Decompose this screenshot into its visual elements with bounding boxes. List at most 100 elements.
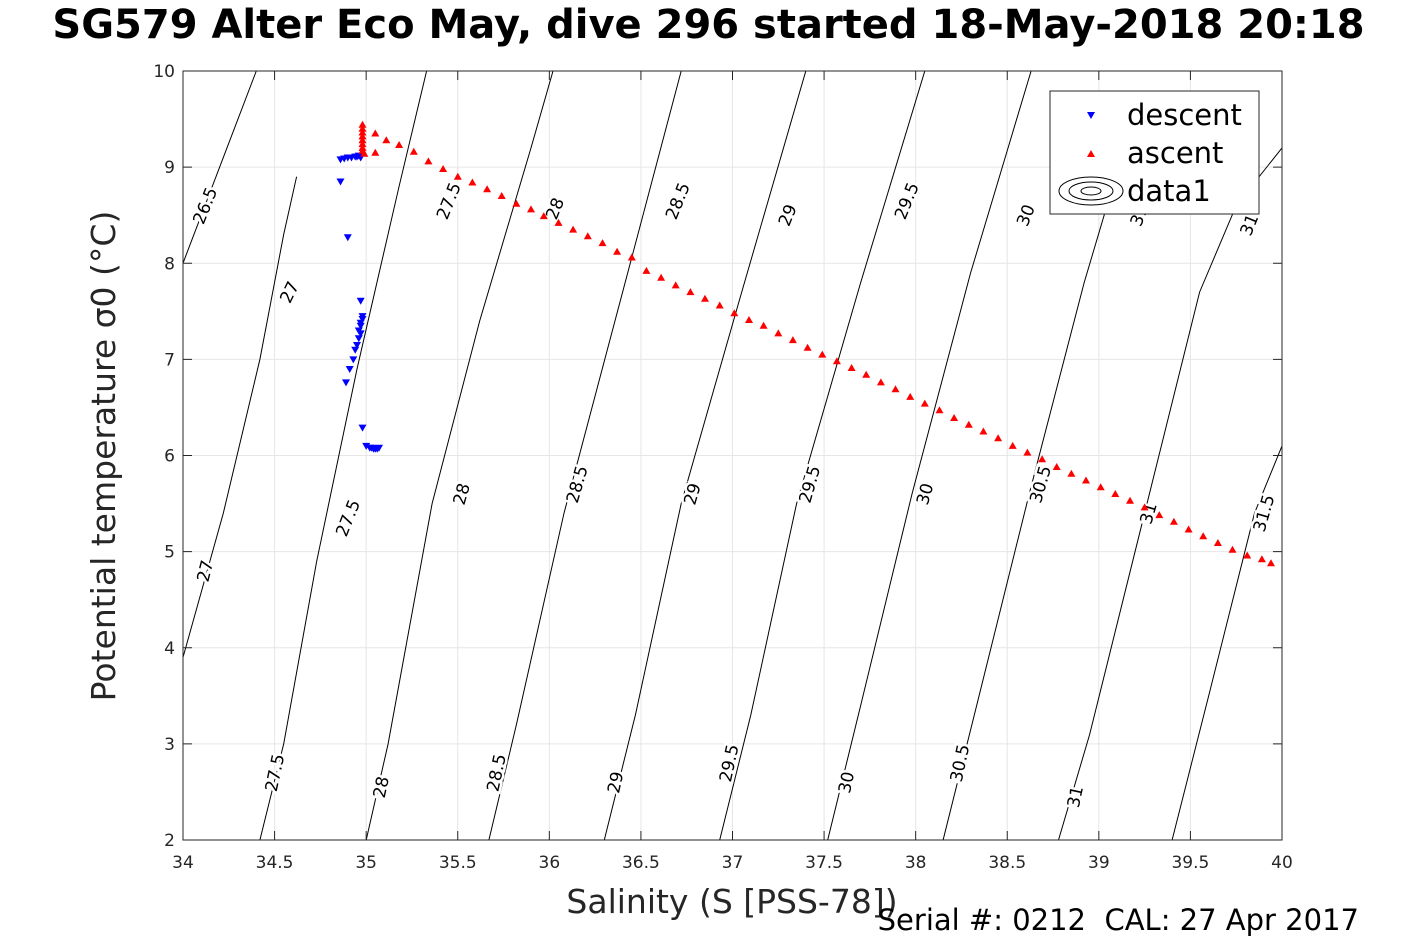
y-axis-label: Potential temperature σ0 (°C) [84, 211, 123, 702]
data-point-descent [375, 444, 383, 452]
data-point-ascent [358, 128, 367, 136]
x-axis-ticks: 34 34.5 35 35.5 36 36.5 37 37.5 38 38.5 39 39.5 40 [172, 71, 1293, 873]
contour-line-29 [603, 71, 807, 840]
legend-label-data1: data1 [1127, 174, 1211, 208]
y-tick-label: 6 [164, 447, 175, 467]
data-point-ascent [920, 399, 929, 407]
legend-label-ascent: ascent [1127, 136, 1223, 170]
y-tick-label: 8 [164, 254, 175, 274]
x-tick-label: 39 [1088, 853, 1110, 873]
data-point-ascent [964, 420, 973, 428]
x-tick-label: 37 [722, 853, 744, 873]
y-tick-label: 7 [164, 350, 175, 370]
data-point-descent [351, 346, 360, 354]
y-tick-label: 4 [164, 639, 175, 659]
data-point-ascent [358, 132, 367, 140]
data-point-ascent [715, 301, 724, 309]
footer-serial-cal: Serial #: 0212 CAL: 27 Apr 2017 [877, 903, 1359, 937]
contour-line-30 [827, 71, 1032, 840]
data-point-ascent [979, 427, 988, 435]
data-point-ascent [1023, 448, 1032, 456]
contour-line-27-5 [259, 71, 428, 840]
data-point-ascent [627, 253, 636, 261]
data-point-descent [343, 234, 352, 242]
legend: descent ascent data1 [1049, 90, 1260, 215]
y-tick-label: 9 [164, 158, 175, 178]
data-point-ascent [950, 414, 959, 421]
contour-line-30-5 [942, 109, 1136, 840]
legend-box [1049, 90, 1260, 215]
data-point-ascent [1096, 483, 1105, 491]
x-tick-label: 35 [355, 853, 377, 873]
contour-line-31-5 [1171, 445, 1282, 840]
data-point-ascent [382, 136, 391, 144]
legend-marker-descent [1087, 112, 1095, 119]
contour-line-28 [365, 71, 554, 840]
data-point-ascent [1126, 496, 1134, 504]
data-point-ascent [1228, 545, 1237, 553]
data-point-descent [356, 297, 365, 305]
x-tick-label: 38.5 [988, 853, 1026, 873]
data-point-ascent [788, 336, 797, 344]
y-tick-label: 5 [164, 543, 175, 563]
x-tick-label: 36 [539, 853, 561, 873]
data-point-ascent [439, 165, 448, 172]
y-axis-ticks: 2 3 4 5 6 7 8 9 10 [153, 62, 1282, 851]
data-point-ascent [409, 147, 418, 155]
data-point-ascent [1184, 525, 1193, 533]
data-point-descent [362, 442, 371, 450]
data-point-ascent [1082, 476, 1090, 484]
data-point-descent [336, 178, 345, 186]
data-point-ascent [583, 232, 592, 240]
data-point-ascent [512, 199, 521, 207]
data-point-ascent [803, 343, 812, 351]
contour-line-27 [183, 176, 298, 658]
data-point-ascent [613, 247, 622, 255]
x-tick-label: 40 [1271, 853, 1293, 873]
x-tick-label: 34.5 [256, 853, 294, 873]
data-point-ascent [657, 273, 666, 281]
legend-marker-ascent [1087, 150, 1095, 157]
data-point-ascent [862, 370, 871, 378]
data-point-descent [358, 424, 367, 432]
series-ascent [358, 120, 1275, 567]
data-point-ascent [642, 266, 651, 274]
data-point-ascent [539, 212, 548, 220]
data-point-ascent [847, 364, 856, 371]
data-point-ascent [994, 434, 1003, 442]
data-point-ascent [1169, 517, 1178, 525]
data-point-descent [353, 342, 361, 349]
data-point-ascent [876, 378, 885, 386]
data-point-ascent [906, 392, 915, 400]
data-point-ascent [1267, 559, 1275, 567]
data-point-ascent [358, 124, 367, 132]
data-point-ascent [483, 185, 492, 193]
grid-lines [183, 71, 1282, 840]
contour-line-29-5 [719, 71, 926, 840]
x-tick-label: 38 [905, 853, 927, 873]
legend-label-descent: descent [1127, 98, 1242, 132]
x-axis-label: Salinity (S [PSS-78]) [566, 882, 897, 921]
data-point-ascent [598, 239, 607, 247]
legend-marker-contour-icon [1058, 176, 1124, 206]
data-point-ascent [1155, 511, 1164, 519]
data-point-ascent [891, 385, 900, 393]
data-point-ascent [1052, 463, 1061, 470]
data-point-ascent [686, 288, 695, 296]
data-point-ascent [1257, 555, 1266, 563]
data-point-descent [356, 322, 365, 330]
y-tick-label: 3 [164, 735, 175, 755]
data-point-ascent [527, 205, 535, 213]
data-point-ascent [1008, 441, 1017, 449]
data-point-ascent [569, 225, 578, 233]
data-point-descent [349, 356, 358, 364]
data-point-ascent [358, 140, 367, 148]
data-point-ascent [935, 406, 944, 414]
x-tick-label: 35.5 [439, 853, 477, 873]
data-point-ascent [730, 309, 739, 317]
chart-title: SG579 Alter Eco May, dive 296 started 18… [52, 2, 1365, 48]
data-point-ascent [453, 172, 462, 180]
data-point-ascent [1140, 503, 1149, 511]
data-point-ascent [745, 316, 753, 323]
data-point-descent [345, 366, 354, 373]
